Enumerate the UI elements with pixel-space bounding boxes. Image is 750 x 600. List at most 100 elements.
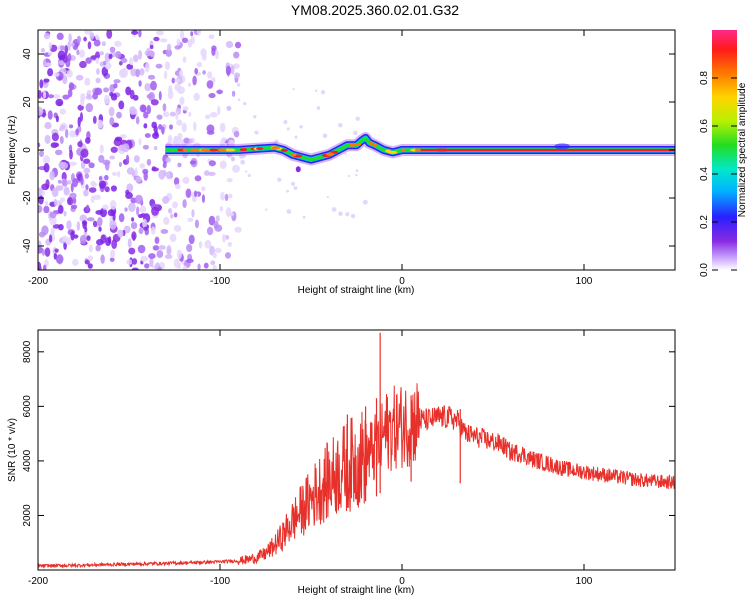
y-tick-label: 40 — [22, 48, 33, 60]
noise-blob — [158, 245, 166, 251]
noise-blob — [39, 150, 44, 158]
noise-blob — [85, 184, 89, 191]
noise-blob — [146, 93, 153, 99]
noise-blob — [111, 171, 118, 176]
ridge-hotspot — [387, 150, 398, 154]
noise-dot — [350, 213, 356, 219]
noise-blob — [80, 93, 86, 101]
noise-blob — [102, 204, 109, 210]
noise-blob — [87, 263, 93, 269]
noise-blob — [161, 126, 165, 135]
noise-blob — [126, 259, 133, 265]
noise-blob — [44, 121, 52, 130]
noise-blob — [127, 238, 132, 248]
noise-blob — [102, 159, 111, 166]
noise-blob — [152, 132, 160, 139]
noise-blob — [62, 94, 70, 100]
noise-blob — [101, 66, 109, 77]
noise-blob — [45, 62, 52, 67]
noise-blob — [92, 115, 97, 124]
noise-blob — [94, 87, 103, 96]
noise-blob — [209, 112, 218, 118]
noise-blob — [154, 236, 160, 245]
noise-blob — [98, 180, 107, 189]
noise-blob — [58, 161, 66, 169]
noise-blob — [207, 71, 213, 79]
noise-blob — [109, 220, 117, 230]
noise-blob — [99, 207, 108, 218]
noise-dot — [292, 88, 295, 91]
noise-blob — [148, 253, 156, 260]
snr-y-axis-label: SNR (10 * v/v) — [7, 418, 18, 482]
noise-dot — [338, 122, 343, 128]
noise-blob — [227, 241, 232, 247]
noise-blob — [233, 130, 240, 138]
noise-blob — [222, 233, 226, 243]
noise-blob — [140, 213, 146, 218]
noise-blob — [149, 44, 154, 50]
noise-blob — [177, 86, 186, 95]
noise-blob — [188, 111, 192, 117]
noise-blob — [114, 40, 122, 47]
snr-series-line — [38, 383, 675, 569]
noise-blob — [109, 257, 115, 262]
noise-blob — [76, 221, 81, 231]
noise-blob — [84, 77, 91, 86]
noise-dot — [326, 195, 329, 199]
noise-blob — [115, 51, 122, 59]
colorbar-gradient — [712, 30, 737, 270]
noise-blob — [140, 104, 147, 113]
noise-blob — [215, 49, 219, 60]
noise-blob — [220, 191, 225, 201]
noise-blob — [208, 34, 215, 39]
noise-blob — [44, 200, 49, 207]
noise-blob — [67, 197, 74, 206]
noise-blob — [158, 169, 166, 180]
y-tick-label: -40 — [22, 238, 33, 253]
noise-blob — [150, 99, 159, 106]
noise-blob — [108, 53, 113, 60]
noise-dot — [237, 98, 241, 102]
noise-blob — [86, 89, 92, 95]
noise-blob — [58, 223, 64, 231]
x-tick-label: -200 — [28, 276, 48, 287]
noise-blob — [173, 212, 178, 218]
noise-blob — [72, 177, 79, 188]
noise-blob — [43, 205, 50, 214]
noise-blob — [80, 175, 84, 186]
noise-blob — [214, 247, 222, 253]
noise-blob — [51, 187, 59, 198]
noise-blob — [206, 124, 215, 134]
noise-blob — [155, 63, 163, 69]
noise-dot — [240, 159, 246, 165]
noise-blob — [160, 38, 168, 43]
noise-blob — [59, 108, 66, 115]
noise-blob — [153, 125, 158, 133]
noise-blob — [179, 30, 185, 40]
noise-blob — [134, 167, 138, 177]
noise-blob — [170, 213, 174, 219]
noise-blob — [198, 241, 203, 249]
noise-blob — [151, 206, 160, 216]
noise-blob — [226, 177, 233, 183]
ridge-hotspot — [256, 147, 264, 151]
x-tick-label: -100 — [210, 276, 230, 287]
noise-blob — [164, 61, 171, 71]
noise-dot — [315, 89, 318, 92]
noise-blob — [131, 258, 138, 265]
noise-blob — [49, 215, 57, 226]
noise-blob — [38, 106, 44, 116]
noise-blob — [86, 217, 95, 222]
noise-blob — [155, 30, 164, 36]
noise-blob — [132, 94, 139, 101]
noise-blob — [124, 207, 128, 212]
noise-blob — [75, 74, 84, 81]
noise-blob — [143, 123, 148, 129]
noise-blob — [156, 114, 163, 120]
noise-blob — [85, 57, 92, 64]
noise-blob — [219, 160, 227, 170]
noise-blob — [212, 252, 217, 259]
noise-blob — [174, 78, 181, 83]
noise-blob — [97, 119, 104, 129]
x-tick-label: 100 — [576, 276, 593, 287]
